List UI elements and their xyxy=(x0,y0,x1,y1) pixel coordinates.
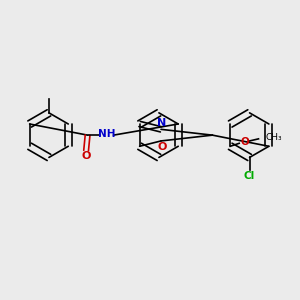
Text: N: N xyxy=(157,118,167,128)
Text: Cl: Cl xyxy=(244,171,255,181)
Text: O: O xyxy=(241,137,250,147)
Text: CH₃: CH₃ xyxy=(265,133,282,142)
Text: O: O xyxy=(157,142,167,152)
Text: O: O xyxy=(81,151,91,161)
Text: NH: NH xyxy=(98,129,116,139)
